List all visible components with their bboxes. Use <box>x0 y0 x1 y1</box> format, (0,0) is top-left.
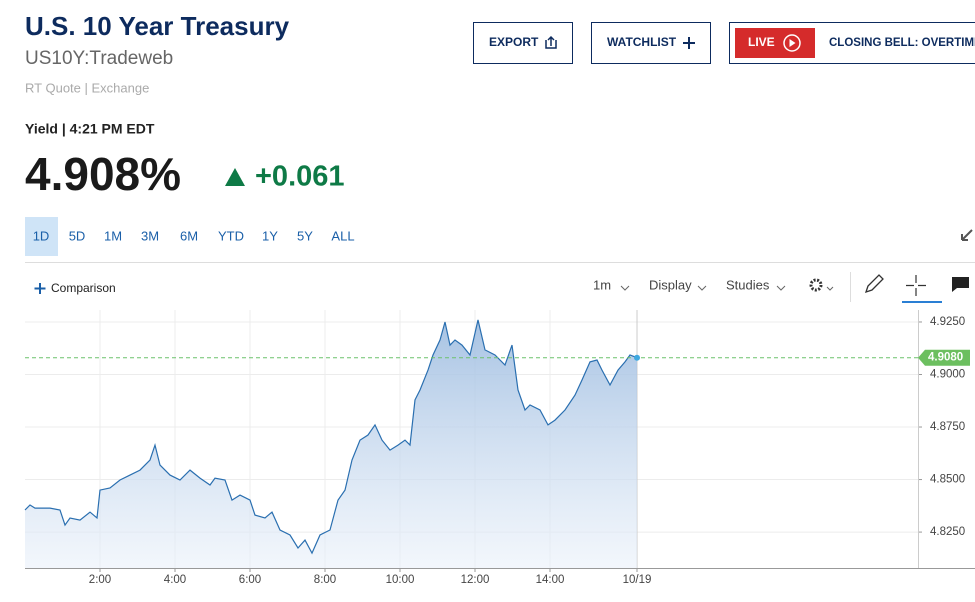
chevron <box>621 286 629 290</box>
x-tick-label: 4:00 <box>164 574 186 586</box>
source: RT Quote | Exchange <box>25 80 149 95</box>
title: U.S. 10 Year Treasury <box>25 11 290 41</box>
range-tab[interactable]: 5D <box>69 228 86 243</box>
x-tick-label: 2:00 <box>89 574 111 586</box>
chevron <box>777 286 785 290</box>
y-tick-label: 4.9250 <box>930 316 965 328</box>
x-tick-label: 12:00 <box>461 574 490 586</box>
gear-icon[interactable] <box>811 280 821 290</box>
live-label: LIVE <box>748 35 775 49</box>
range-tab[interactable]: ALL <box>331 228 354 243</box>
last-point <box>634 355 640 361</box>
range-tab[interactable]: 6M <box>180 228 198 243</box>
up-arrow <box>225 168 245 186</box>
interval[interactable]: 1m <box>593 277 611 292</box>
last-price-label: 4.9080 <box>928 352 963 364</box>
area <box>25 320 637 568</box>
range-tab[interactable]: 1M <box>104 228 122 243</box>
comment-icon[interactable] <box>952 277 969 292</box>
range-tab[interactable]: 1Y <box>262 228 278 243</box>
chevron <box>698 286 706 290</box>
plus-icon[interactable] <box>35 283 46 294</box>
quote-label: Yield | 4:21 PM EDT <box>25 121 155 137</box>
price: 4.908% <box>25 148 181 200</box>
x-tick-label: 14:00 <box>536 574 565 586</box>
range-tab[interactable]: 1D <box>33 228 50 243</box>
chevron <box>827 287 833 290</box>
expand-icon[interactable] <box>962 230 972 240</box>
y-tick-label: 4.8500 <box>930 474 965 486</box>
range-tabs: 1D 5D 1M 3M 6M YTD 1Y 5Y ALL <box>25 217 355 256</box>
display-menu[interactable]: Display <box>649 277 692 292</box>
banner-text: CLOSING BELL: OVERTIME <box>829 37 975 49</box>
change: +0.061 <box>255 161 345 193</box>
x-tick-label: 10/19 <box>623 574 652 586</box>
y-tick-label: 4.8250 <box>930 526 965 538</box>
range-tab[interactable]: YTD <box>218 228 244 243</box>
y-tick-label: 4.9000 <box>930 369 965 381</box>
y-tick-label: 4.8750 <box>930 421 965 433</box>
symbol: US10Y:Tradeweb <box>25 48 173 69</box>
watchlist-button[interactable]: WATCHLIST <box>592 23 711 64</box>
crosshair-icon[interactable] <box>906 275 926 296</box>
live-banner[interactable]: LIVE CLOSING BELL: OVERTIME <box>730 23 975 64</box>
range-tab[interactable]: 5Y <box>297 228 313 243</box>
chart: 4.8250 4.8500 4.8750 4.9000 4.9250 2:00 4:00 6:… <box>25 310 975 586</box>
comparison[interactable]: Comparison <box>51 281 116 295</box>
export-button[interactable]: EXPORT <box>474 23 573 64</box>
x-tick-label: 6:00 <box>239 574 261 586</box>
button-label: WATCHLIST <box>607 35 677 49</box>
x-tick-label: 8:00 <box>314 574 336 586</box>
range-tab[interactable]: 3M <box>141 228 159 243</box>
button-label: EXPORT <box>489 35 539 49</box>
live-badge <box>735 28 815 58</box>
x-tick-label: 10:00 <box>386 574 415 586</box>
draw-icon[interactable] <box>866 275 883 292</box>
studies-menu[interactable]: Studies <box>726 277 770 292</box>
